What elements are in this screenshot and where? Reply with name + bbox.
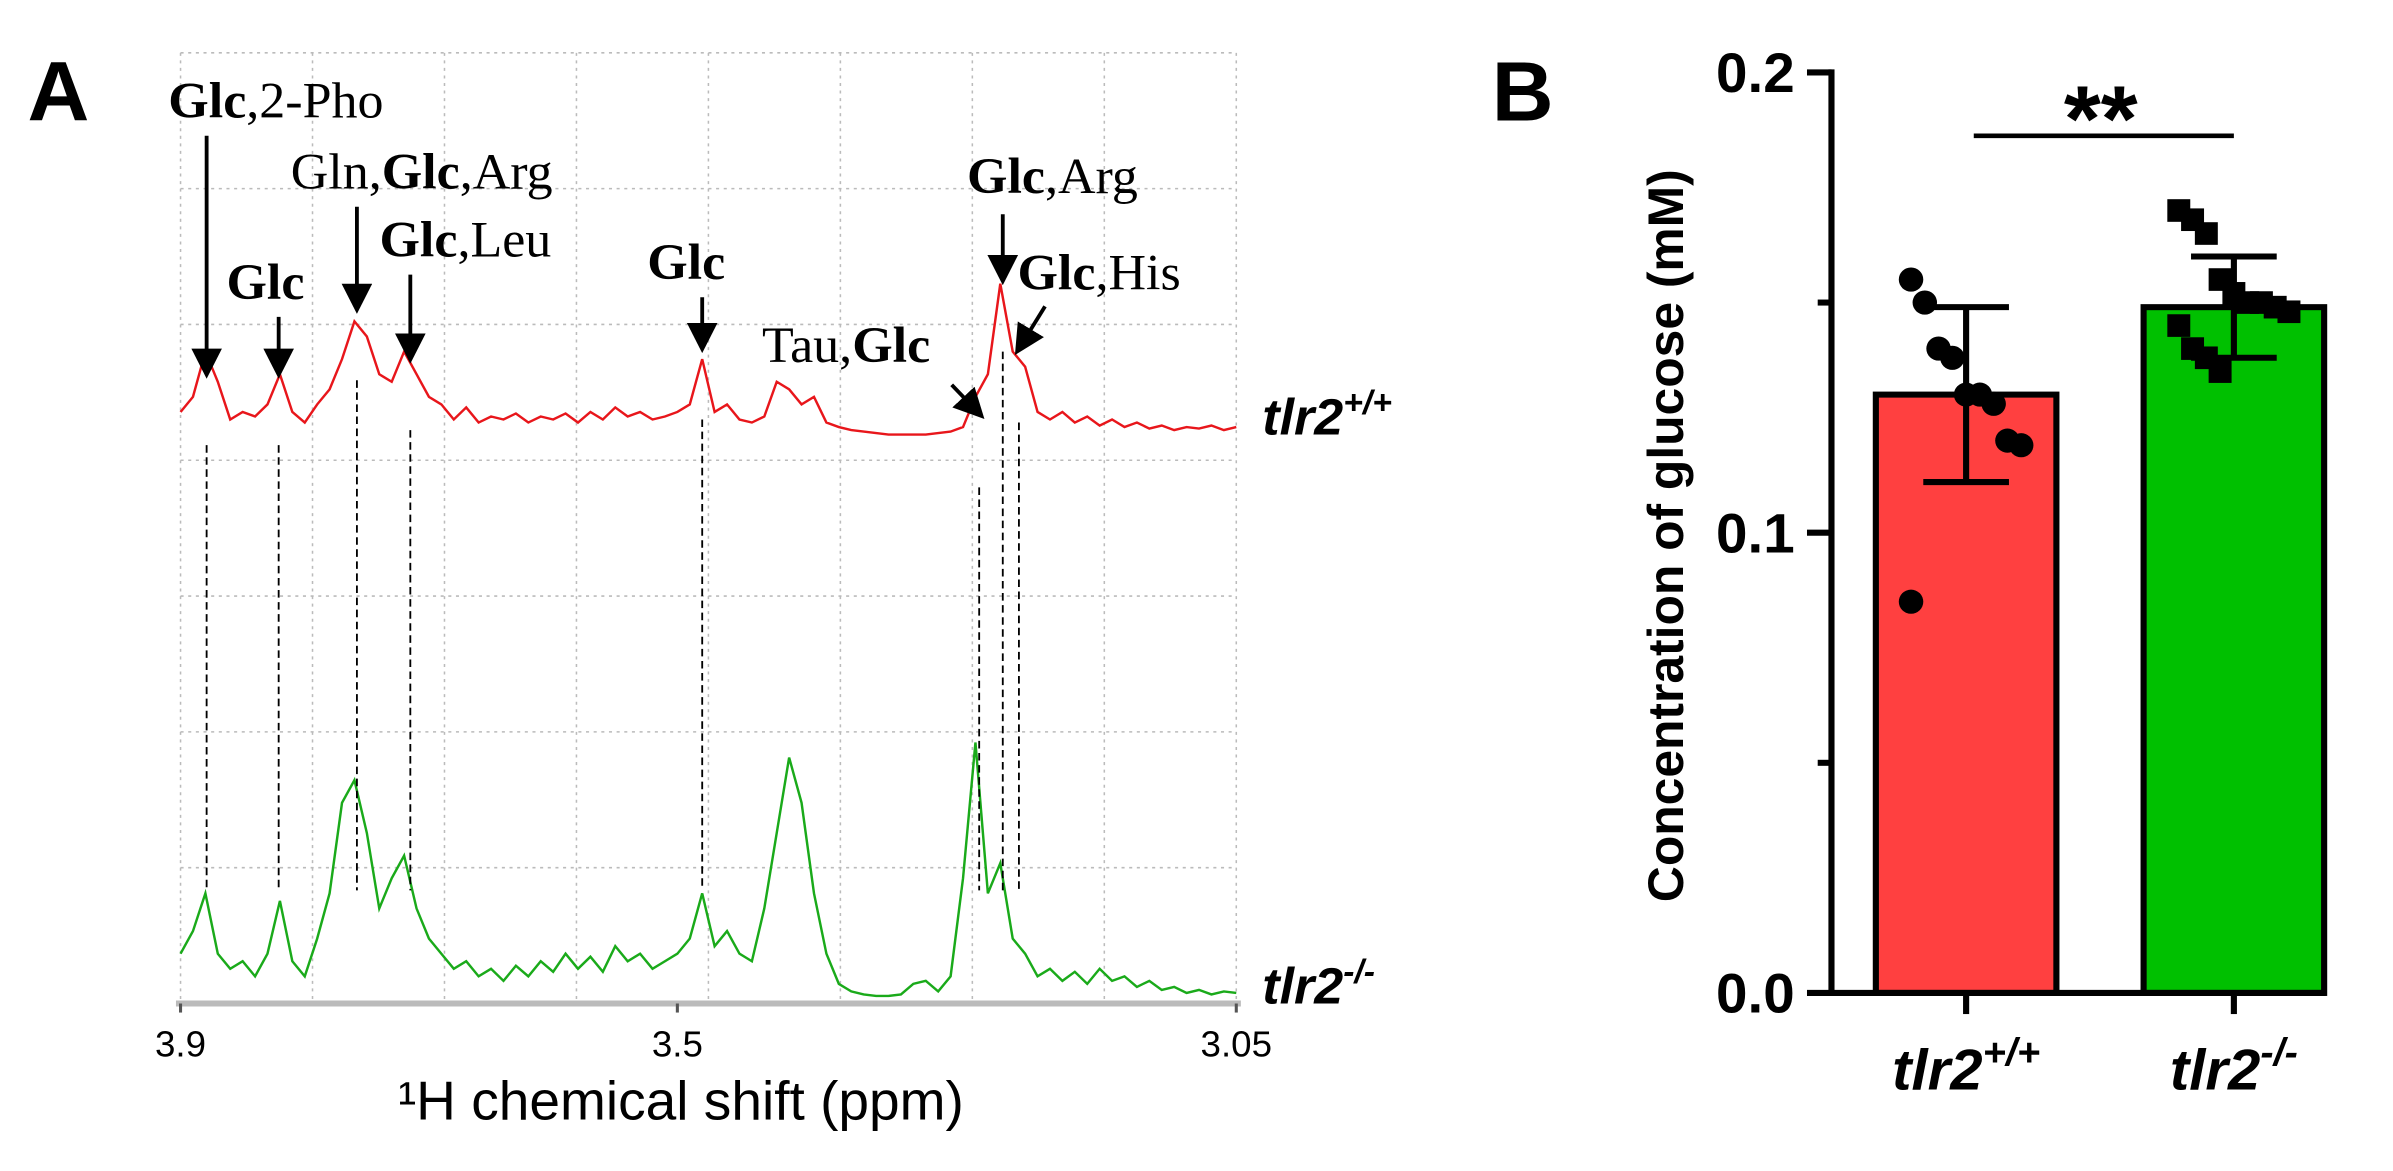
x-tick-label: 3.05 (1201, 1024, 1272, 1065)
annotation-part: Glc (647, 234, 725, 291)
data-point (2167, 314, 2191, 337)
annotation-part: Glc (379, 212, 457, 269)
annotation-part: ,Leu (457, 212, 551, 269)
category-name: tlr2 (1892, 1039, 1982, 1103)
data-point (1898, 589, 1924, 614)
bar (2140, 304, 2328, 996)
annotation: Glc (647, 234, 725, 291)
data-point (1981, 391, 2006, 416)
data-point (1898, 267, 1924, 292)
annotation-part: Glc (967, 148, 1045, 205)
significance: ** (2064, 66, 2138, 170)
annotation-part: ,2-Pho (246, 73, 383, 130)
series-label: tlr2+/+ (1262, 385, 1392, 446)
annotation: Tau,Glc (762, 317, 930, 374)
annotation: Glc,His (1017, 245, 1180, 302)
annotation-part: Glc (1017, 245, 1095, 302)
series-label: tlr2-/- (1262, 954, 1375, 1015)
annotation-part: Glc (168, 73, 246, 130)
annotation-arrow (1014, 305, 1047, 356)
spectrum-line (179, 742, 1237, 998)
annotation-part: Gln, (291, 144, 382, 201)
data-point (2008, 433, 2034, 458)
bar (1872, 391, 2060, 996)
category-superscript: -/- (2260, 1031, 2298, 1075)
data-point (2208, 360, 2232, 383)
annotation: Glc (226, 254, 304, 311)
annotation-part: Glc (382, 144, 460, 201)
y-axis-label: Concentration of glucose (mM) (1638, 169, 1694, 902)
series-superscript: +/+ (1343, 385, 1392, 422)
x-axis-label: ¹H chemical shift (ppm) (398, 1070, 964, 1132)
data-point (1912, 290, 1938, 315)
data-point (1940, 345, 1965, 370)
x-tick-label: 3.9 (155, 1024, 206, 1065)
x-tick-label: tlr2-/- (2170, 1031, 2298, 1103)
annotation: Glc,2-Pho (168, 73, 383, 130)
annotation-part: Glc (226, 254, 304, 311)
category-name: tlr2 (2170, 1039, 2260, 1103)
annotation: Gln,Glc,Arg (291, 144, 553, 201)
panel-label: A (28, 45, 90, 139)
x-tick-label: 3.5 (652, 1024, 703, 1065)
annotation-part: Tau, (762, 317, 852, 374)
annotation-part: ,Arg (460, 144, 553, 201)
annotation: Glc,Arg (967, 148, 1138, 205)
series-superscript: -/- (1343, 954, 1375, 991)
x-tick-label: tlr2+/+ (1892, 1031, 2040, 1103)
data-point (2277, 300, 2301, 324)
data-point (2194, 222, 2218, 245)
annotation-part: ,Arg (1045, 148, 1138, 205)
annotation-part: Glc (852, 317, 930, 374)
series-name: tlr2 (1262, 957, 1343, 1015)
annotation: Glc,Leu (379, 212, 551, 269)
series-name: tlr2 (1262, 388, 1343, 446)
y-tick-label: 0.0 (1716, 962, 1795, 1025)
annotation-arrow (950, 383, 985, 419)
spectrum-line (179, 283, 1237, 436)
y-tick-label: 0.2 (1716, 41, 1795, 104)
panel-label: B (1492, 45, 1554, 139)
y-tick-label: 0.1 (1716, 502, 1795, 565)
category-superscript: +/+ (1983, 1031, 2041, 1075)
annotation-part: ,His (1095, 245, 1180, 302)
